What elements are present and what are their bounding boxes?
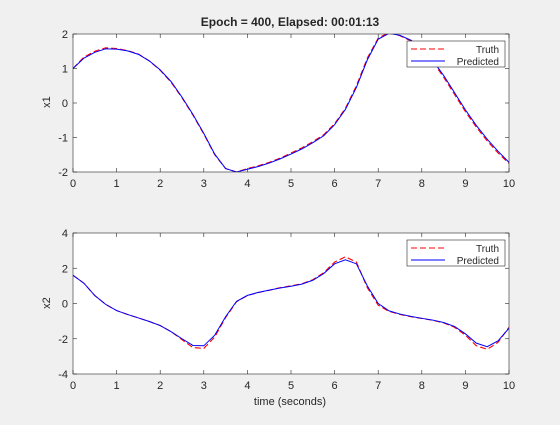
x-tick-label: 7 bbox=[375, 178, 381, 190]
figure-title: Epoch = 400, Elapsed: 00:01:13 bbox=[201, 15, 380, 29]
legend-label-truth: Truth bbox=[476, 45, 499, 56]
legend-box bbox=[406, 239, 506, 267]
y-tick-label: 4 bbox=[62, 228, 68, 240]
x-tick-label: 10 bbox=[503, 380, 515, 392]
x-tick-label: 6 bbox=[332, 178, 338, 190]
y-tick-label: -2 bbox=[58, 334, 68, 346]
legend-label-truth: Truth bbox=[476, 244, 499, 255]
legend-box bbox=[406, 40, 506, 68]
x-tick-label: 10 bbox=[503, 178, 515, 190]
x-tick-label: 5 bbox=[288, 380, 294, 392]
x-tick-label: 2 bbox=[157, 178, 163, 190]
x-tick-label: 3 bbox=[201, 178, 207, 190]
y-tick-label: 1 bbox=[62, 64, 68, 76]
series-line-predicted bbox=[73, 259, 509, 348]
y-tick-label: 2 bbox=[62, 29, 68, 41]
x-tick-label: 0 bbox=[70, 178, 76, 190]
x-tick-label: 8 bbox=[419, 380, 425, 392]
ylabel-bottom: x2 bbox=[41, 297, 53, 309]
x-tick-label: 6 bbox=[332, 380, 338, 392]
x-tick-label: 8 bbox=[419, 178, 425, 190]
y-tick-label: 0 bbox=[62, 299, 68, 311]
y-tick-label: -1 bbox=[58, 133, 68, 145]
xlabel-bottom: time (seconds) bbox=[254, 396, 326, 408]
x-tick-label: 3 bbox=[201, 380, 207, 392]
y-tick-label: -4 bbox=[58, 369, 68, 381]
x-tick-label: 1 bbox=[114, 178, 120, 190]
x-tick-label: 4 bbox=[244, 380, 250, 392]
x-tick-label: 0 bbox=[70, 380, 76, 392]
y-tick-label: 0 bbox=[62, 98, 68, 110]
x-tick-label: 4 bbox=[244, 178, 250, 190]
x-tick-label: 9 bbox=[462, 380, 468, 392]
x-tick-label: 7 bbox=[375, 380, 381, 392]
y-tick-label: 2 bbox=[62, 263, 68, 275]
legend-label-predicted: Predicted bbox=[457, 57, 499, 68]
x-tick-label: 5 bbox=[288, 178, 294, 190]
x-tick-label: 9 bbox=[462, 178, 468, 190]
x-tick-label: 2 bbox=[157, 380, 163, 392]
ylabel-top: x1 bbox=[41, 96, 53, 108]
x-tick-label: 1 bbox=[114, 380, 120, 392]
y-tick-label: -2 bbox=[58, 167, 68, 179]
legend-label-predicted: Predicted bbox=[457, 256, 499, 267]
